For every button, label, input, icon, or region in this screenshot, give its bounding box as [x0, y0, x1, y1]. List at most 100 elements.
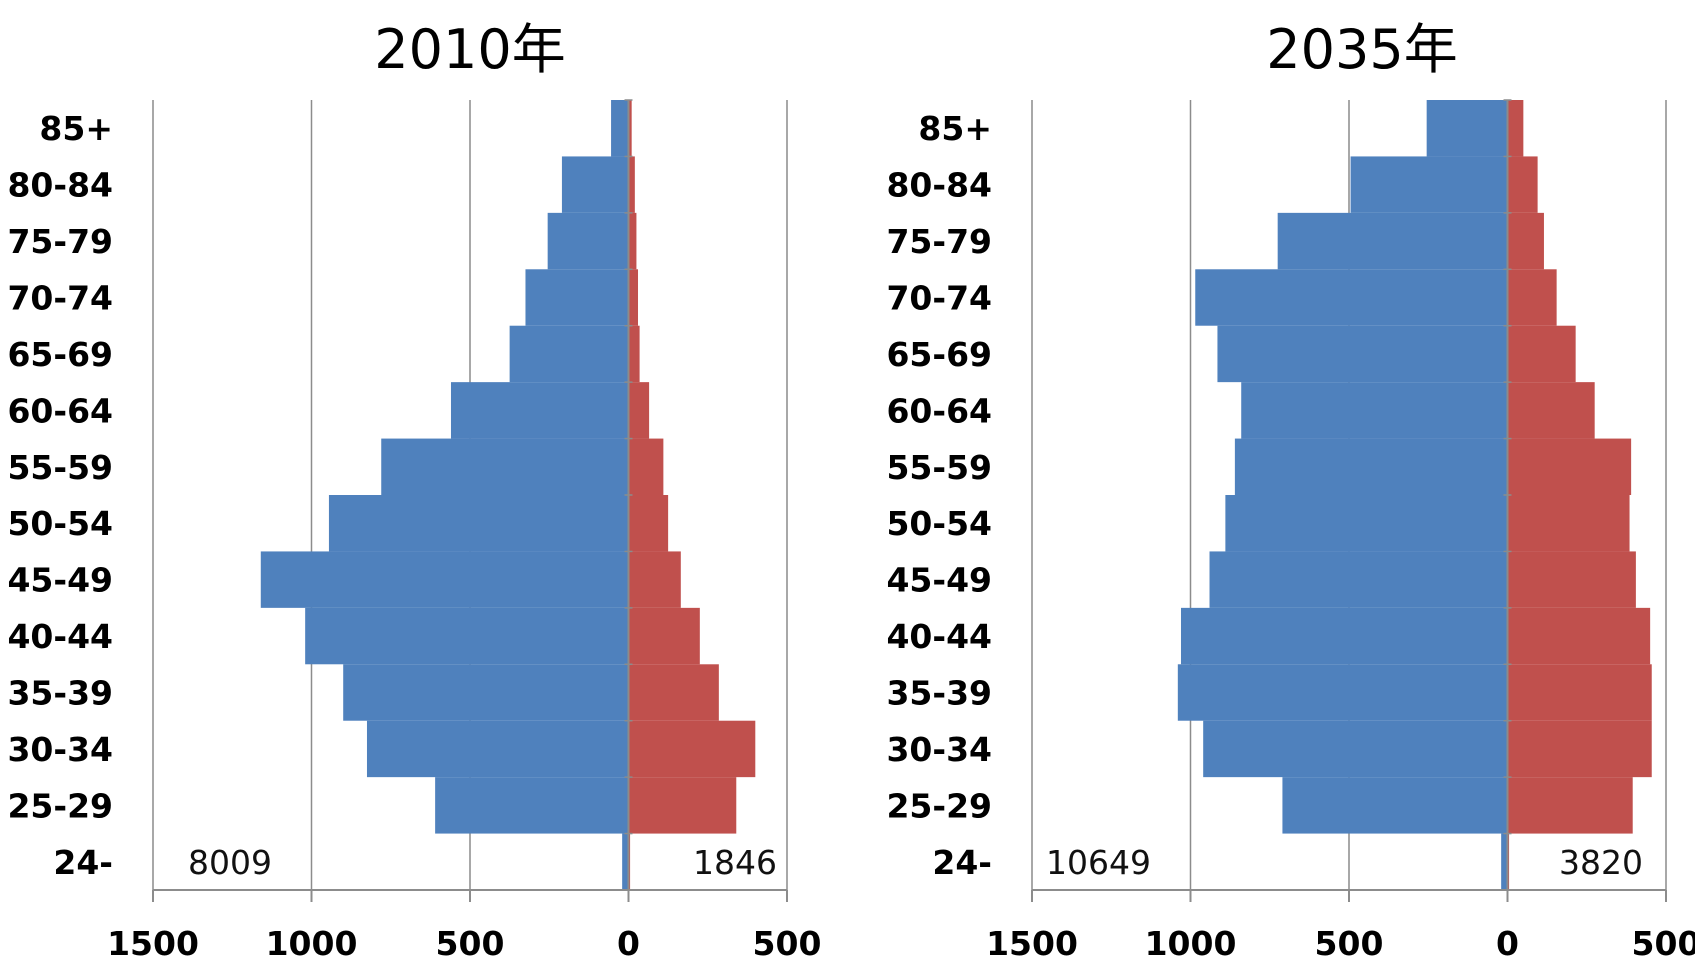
right-bar-45-49	[628, 551, 681, 608]
x-tick-label: 1500	[107, 924, 199, 958]
chart-title: 2010年	[374, 18, 565, 81]
left-bar-80-84	[1350, 156, 1508, 213]
left-bar-25-29	[1282, 777, 1508, 834]
category-label: 45-49	[7, 561, 113, 600]
category-label: 50-54	[886, 504, 992, 543]
right-bar-40-44	[1507, 607, 1651, 665]
category-label: 35-39	[7, 674, 113, 713]
x-tick-label: 1500	[986, 924, 1078, 958]
category-label: 55-59	[7, 448, 113, 487]
right-bar-55-59	[628, 438, 664, 495]
category-label: 80-84	[886, 166, 992, 205]
left-bar-25-29	[435, 777, 629, 834]
left-bar-80-84	[561, 156, 629, 213]
left-bar-24-	[1501, 833, 1508, 890]
right-bar-50-54	[1507, 495, 1630, 552]
left-bar-75-79	[1277, 212, 1508, 270]
category-label: 85+	[39, 109, 113, 148]
right-bar-50-54	[628, 495, 669, 552]
x-tick-label: 500	[436, 924, 505, 958]
left-bar-85+	[1426, 100, 1508, 157]
right-bar-30-34	[628, 720, 756, 778]
category-label: 40-44	[7, 617, 113, 656]
right-total-annotation: 1846	[693, 843, 777, 882]
right-bar-70-74	[628, 269, 639, 326]
x-tick-label: 1000	[266, 924, 358, 958]
right-bar-25-29	[1507, 777, 1633, 834]
category-label: 80-84	[7, 166, 113, 205]
x-tick-label: 500	[1315, 924, 1384, 958]
right-bar-35-39	[1507, 664, 1652, 721]
category-label: 45-49	[886, 561, 992, 600]
chart-panel-0: 2010年 85+ 80-84 75-79 70-74 65-69 60-64 55-59 50…	[7, 18, 821, 958]
left-bar-24-	[622, 833, 629, 890]
category-label: 50-54	[7, 504, 113, 543]
right-bar-70-74	[1507, 269, 1557, 326]
left-total-annotation: 8009	[188, 843, 272, 882]
left-bar-65-69	[509, 325, 629, 383]
left-bar-55-59	[381, 438, 629, 495]
right-bar-40-44	[628, 607, 700, 665]
left-bar-85+	[611, 100, 629, 157]
right-bar-75-79	[628, 212, 637, 270]
chart-panel-1: 2035年 85+ 80-84 75-79 70-74 65-69 60-64 55-59 50…	[886, 18, 1695, 958]
left-bar-75-79	[547, 212, 629, 270]
right-bar-25-29	[628, 777, 737, 834]
right-bar-80-84	[1507, 156, 1538, 213]
right-bar-75-79	[1507, 212, 1544, 270]
category-label: 55-59	[886, 448, 992, 487]
left-bar-70-74	[1195, 269, 1508, 326]
category-label: 30-34	[7, 730, 113, 769]
category-label: 24-	[53, 843, 113, 882]
left-bar-65-69	[1217, 325, 1508, 383]
category-label: 60-64	[886, 391, 992, 430]
left-bar-70-74	[525, 269, 629, 326]
left-bar-60-64	[450, 382, 629, 439]
category-label: 25-29	[7, 786, 113, 825]
left-bar-45-49	[260, 551, 629, 608]
x-tick-label: 0	[1496, 924, 1519, 958]
right-bar-85+	[1507, 100, 1524, 157]
left-bar-40-44	[1180, 607, 1508, 665]
left-bar-35-39	[1177, 664, 1508, 721]
category-label: 40-44	[886, 617, 992, 656]
right-bar-60-64	[628, 382, 650, 439]
right-bar-45-49	[1507, 551, 1636, 608]
left-bar-40-44	[305, 607, 629, 665]
left-bar-45-49	[1209, 551, 1508, 608]
right-bar-35-39	[628, 664, 719, 721]
x-tick-label: 500	[753, 924, 822, 958]
category-label: 75-79	[886, 222, 992, 261]
left-bar-50-54	[1225, 495, 1508, 552]
left-bar-30-34	[1203, 720, 1508, 778]
right-bar-65-69	[1507, 325, 1576, 383]
left-bar-55-59	[1234, 438, 1508, 495]
category-label: 65-69	[886, 335, 992, 374]
category-label: 30-34	[886, 730, 992, 769]
chart-title: 2035年	[1266, 18, 1457, 81]
category-label: 65-69	[7, 335, 113, 374]
category-label: 24-	[932, 843, 992, 882]
category-label: 70-74	[7, 279, 113, 318]
left-total-annotation: 10649	[1046, 843, 1151, 882]
right-bar-60-64	[1507, 382, 1595, 439]
category-label: 85+	[918, 109, 992, 148]
right-bar-85+	[628, 100, 632, 157]
category-label: 35-39	[886, 674, 992, 713]
right-bar-65-69	[628, 325, 640, 383]
right-bar-80-84	[628, 156, 635, 213]
left-bar-35-39	[343, 664, 629, 721]
left-bar-60-64	[1241, 382, 1508, 439]
right-total-annotation: 3820	[1559, 843, 1643, 882]
x-tick-label: 0	[617, 924, 640, 958]
x-tick-label: 1000	[1145, 924, 1237, 958]
x-tick-label: 500	[1632, 924, 1695, 958]
category-label: 70-74	[886, 279, 992, 318]
right-bar-55-59	[1507, 438, 1632, 495]
right-bar-30-34	[1507, 720, 1652, 778]
category-label: 25-29	[886, 786, 992, 825]
left-bar-30-34	[366, 720, 629, 778]
category-label: 75-79	[7, 222, 113, 261]
